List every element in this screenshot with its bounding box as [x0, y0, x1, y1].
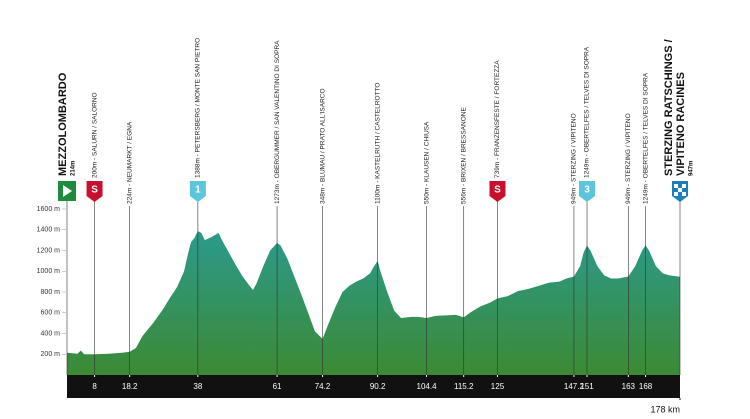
- finish-check: [674, 192, 678, 196]
- x-tick-label: 61: [273, 382, 282, 391]
- waypoint-label: 200m - SALURN / SALORNO: [91, 92, 98, 178]
- y-tick-label: 1000 m: [37, 268, 61, 275]
- y-tick-label: 1400 m: [37, 227, 61, 234]
- x-tick-label: 147.2: [564, 382, 585, 391]
- waypoint-icon: [189, 181, 206, 202]
- x-tick-label: 115.2: [454, 382, 474, 391]
- x-tick-label: 8: [92, 382, 97, 391]
- waypoint-icon: [86, 181, 103, 202]
- waypoint-label: 224m - NEUMARKT / EGNA: [126, 121, 133, 204]
- y-tick-label: 1600 m: [37, 206, 61, 213]
- x-tick-label: 74.2: [315, 382, 331, 391]
- finish-check: [682, 184, 686, 188]
- x-tick-label: 178 km: [650, 404, 680, 414]
- x-tick-label: 168: [639, 382, 653, 391]
- elevation-area: [67, 230, 680, 375]
- x-tick-label: 163: [622, 382, 636, 391]
- finish-name: VIPITENO RACINES: [675, 72, 687, 176]
- finish-check: [674, 184, 678, 188]
- y-tick-label: 1200 m: [37, 247, 61, 254]
- waypoint-label: 949m - STERZING / VIPITENO: [625, 113, 632, 204]
- waypoint-label: 556m - BRIXEN / BRESSANONE: [460, 107, 467, 204]
- y-tick-label: 800 m: [41, 289, 61, 296]
- icon-text: 1: [195, 185, 201, 196]
- x-tick-label: 38: [193, 382, 202, 391]
- finish-check: [678, 188, 682, 192]
- finish-check: [682, 192, 686, 196]
- icon-text: 3: [584, 185, 590, 196]
- finish-elevation: 947m: [689, 161, 695, 176]
- x-tick-label: 18.2: [122, 382, 138, 391]
- x-tick-label: 151: [580, 382, 594, 391]
- y-tick-label: 400 m: [41, 330, 61, 337]
- waypoint-label: 1100m - KASTELRUTH / CASTELROTTO: [374, 83, 381, 204]
- icon-text: S: [494, 185, 501, 196]
- start-elevation: 214m: [71, 161, 77, 176]
- waypoint-label: 1249m - OBERTELFES / TELVES DI SOPRA: [642, 72, 649, 204]
- y-tick-label: 600 m: [41, 310, 61, 317]
- waypoint-icon: [579, 181, 596, 202]
- waypoint-label: 1249m - OBERTELFES / TELVES DI SOPRA: [584, 46, 591, 178]
- x-tick-label: 104.4: [417, 382, 438, 391]
- finish-name: STERZING RATSCHINGS /: [663, 39, 675, 176]
- start-arrow: [63, 185, 72, 197]
- x-tick-label: 90.2: [370, 382, 386, 391]
- waypoint-label: 739m - FRANZENSFESTE / FORTEZZA: [494, 60, 501, 178]
- waypoint-label: 949m - STERZING / VIPITENO: [571, 113, 578, 204]
- start-name: MEZZOLOMBARDO: [57, 72, 69, 176]
- y-tick-label: 200 m: [41, 351, 61, 358]
- km-bar: [67, 375, 680, 398]
- waypoint-label: 550m - KLAUSEN / CHIUSA: [423, 121, 430, 204]
- waypoint-label: 1388m - PETERSBERG / MONTE SAN PIETRO: [195, 38, 202, 178]
- x-tick-label: 125: [491, 382, 505, 391]
- waypoint-label: 348m - BLUMAU / PRATO ALL'ISARCO: [319, 88, 326, 204]
- icon-text: S: [91, 185, 98, 196]
- waypoint-label: 1273m - OBERGUMMER / SAN VALENTINO DI SO…: [274, 40, 281, 204]
- waypoint-icon: [489, 181, 506, 202]
